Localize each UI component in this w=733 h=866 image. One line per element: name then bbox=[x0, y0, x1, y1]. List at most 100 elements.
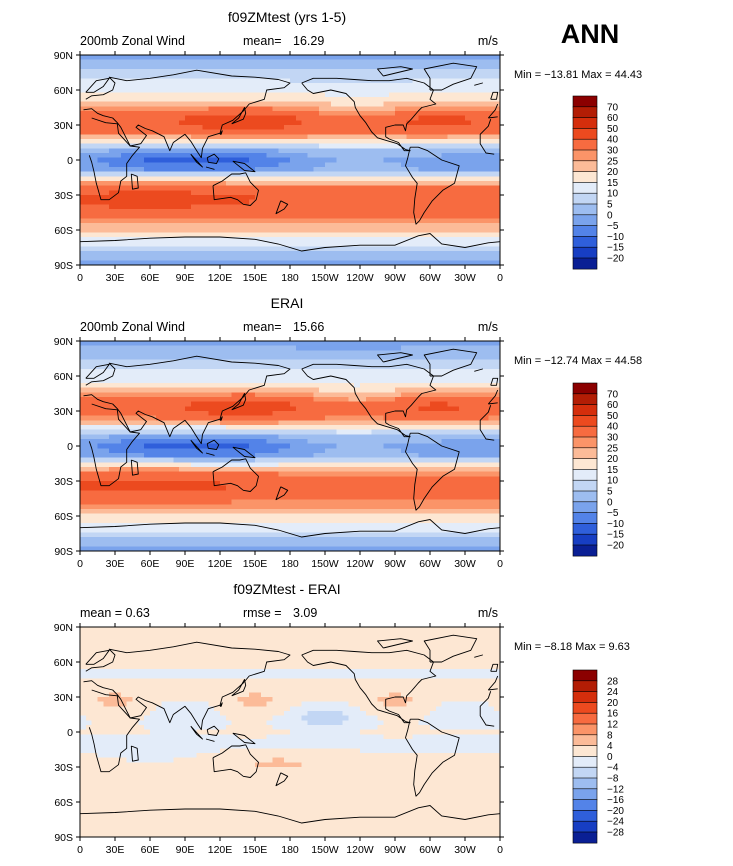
field-cell bbox=[301, 246, 308, 252]
field-cell bbox=[424, 425, 431, 431]
field-cell bbox=[249, 153, 256, 159]
field-cell bbox=[103, 125, 110, 131]
field-cell bbox=[430, 359, 437, 365]
field-cell bbox=[412, 97, 419, 103]
field-cell bbox=[190, 209, 198, 215]
field-cell bbox=[290, 59, 297, 65]
field-cell bbox=[97, 218, 104, 224]
field-cell bbox=[173, 241, 180, 247]
field-cell bbox=[214, 143, 221, 149]
field-cell bbox=[202, 129, 209, 135]
field-cell bbox=[424, 439, 431, 445]
field-cell bbox=[85, 176, 93, 182]
field-cell bbox=[237, 443, 244, 449]
field-cell bbox=[97, 227, 104, 233]
field-cell bbox=[336, 199, 343, 205]
field-cell bbox=[360, 185, 367, 191]
field-cell bbox=[214, 190, 221, 196]
field-cell bbox=[225, 420, 233, 426]
field-cell bbox=[161, 345, 168, 351]
field-cell bbox=[109, 176, 116, 182]
field-cell bbox=[144, 378, 151, 384]
field-cell bbox=[185, 120, 192, 126]
field-cell bbox=[91, 411, 98, 417]
field-cell bbox=[348, 111, 355, 117]
field-cell bbox=[284, 92, 291, 98]
field-cell bbox=[284, 359, 291, 365]
field-cell bbox=[167, 411, 174, 417]
field-cell bbox=[255, 120, 262, 126]
field-cell bbox=[278, 260, 285, 266]
field-cell bbox=[202, 115, 209, 121]
field-cell bbox=[225, 162, 233, 168]
field-cell bbox=[255, 195, 262, 201]
field-cell bbox=[365, 185, 373, 191]
field-cell bbox=[202, 213, 209, 219]
field-cell bbox=[231, 69, 238, 75]
field-cell bbox=[249, 434, 256, 440]
field-cell bbox=[220, 78, 227, 84]
field-cell bbox=[319, 176, 326, 182]
field-cell bbox=[389, 129, 396, 135]
field-cell bbox=[354, 387, 361, 393]
field-cell bbox=[395, 345, 402, 351]
field-cell bbox=[167, 134, 174, 140]
field-cell bbox=[465, 167, 472, 173]
field-cell bbox=[179, 429, 186, 435]
field-cell bbox=[80, 251, 87, 257]
field-cell bbox=[313, 260, 320, 266]
field-cell bbox=[395, 153, 402, 159]
field-cell bbox=[354, 181, 361, 187]
field-cell bbox=[488, 176, 495, 182]
field-cell bbox=[430, 204, 437, 210]
field-cell bbox=[418, 387, 425, 393]
field-cell bbox=[272, 87, 279, 93]
field-cell bbox=[435, 213, 443, 219]
field-cell bbox=[161, 223, 168, 229]
field-cell bbox=[91, 392, 98, 398]
field-cell bbox=[126, 167, 133, 173]
field-cell bbox=[202, 341, 209, 347]
field-cell bbox=[126, 92, 133, 98]
field-cell bbox=[371, 350, 378, 356]
field-cell bbox=[190, 69, 198, 75]
field-cell bbox=[150, 190, 157, 196]
field-cell bbox=[313, 369, 320, 375]
field-cell bbox=[290, 115, 297, 121]
x-tick-label: 60E bbox=[141, 272, 160, 284]
field-cell bbox=[167, 255, 174, 261]
field-cell bbox=[465, 387, 472, 393]
field-cell bbox=[150, 139, 157, 145]
field-cell bbox=[319, 355, 326, 361]
field-cell bbox=[459, 397, 466, 403]
field-cell bbox=[400, 204, 408, 210]
field-cell bbox=[237, 232, 244, 238]
field-cell bbox=[120, 181, 128, 187]
field-cell bbox=[400, 429, 408, 435]
field-cell bbox=[260, 176, 268, 182]
field-cell bbox=[278, 420, 285, 426]
field-cell bbox=[330, 92, 338, 98]
field-cell bbox=[132, 429, 139, 435]
field-cell bbox=[470, 369, 478, 375]
field-cell bbox=[260, 190, 268, 196]
field-cell bbox=[482, 373, 489, 379]
field-cell bbox=[179, 120, 186, 126]
field-cell bbox=[325, 176, 332, 182]
field-cell bbox=[301, 171, 308, 177]
field-cell bbox=[290, 237, 297, 243]
field-cell bbox=[266, 87, 273, 93]
field-cell bbox=[138, 176, 145, 182]
field-cell bbox=[424, 260, 431, 266]
field-cell bbox=[360, 218, 367, 224]
field-cell bbox=[266, 364, 273, 370]
field-cell bbox=[441, 209, 448, 215]
field-cell bbox=[237, 157, 244, 163]
field-cell bbox=[295, 425, 303, 431]
field-cell bbox=[365, 439, 373, 445]
field-cell bbox=[97, 120, 104, 126]
field-cell bbox=[441, 129, 448, 135]
field-cell bbox=[231, 213, 238, 219]
field-cell bbox=[132, 134, 139, 140]
field-cell bbox=[348, 185, 355, 191]
